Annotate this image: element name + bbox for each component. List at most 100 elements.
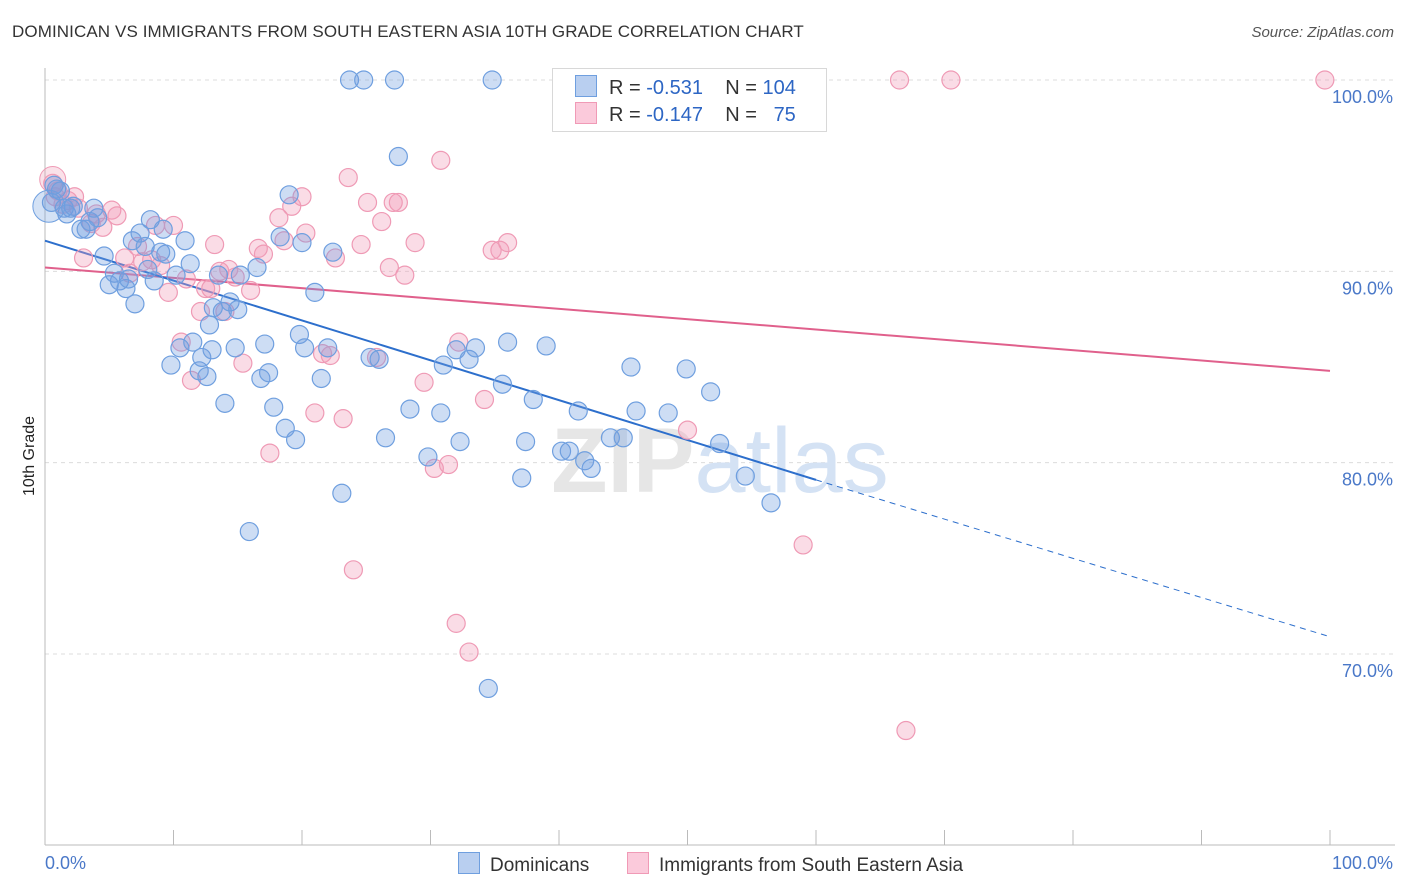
data-point-dominicans — [465, 338, 486, 358]
data-point-immigrants — [196, 278, 216, 299]
data-point-dominicans — [418, 447, 438, 467]
data-point-dominicans — [151, 242, 171, 262]
data-point-immigrants — [793, 535, 813, 555]
data-point-immigrants — [305, 403, 325, 423]
stats-legend-row-immigrants: R = -0.147 N = 75 — [575, 102, 796, 126]
data-point-dominicans — [279, 185, 299, 205]
data-point-immigrants — [282, 196, 302, 216]
data-point-immigrants — [338, 167, 358, 188]
data-point-immigrants — [107, 206, 127, 226]
y-axis-label: 10th Grade — [21, 416, 38, 496]
watermark-atlas: atlas — [694, 410, 888, 512]
chart-title: DOMINICAN VS IMMIGRANTS FROM SOUTH EASTE… — [12, 22, 804, 41]
trend-line-immigrants — [44, 266, 1331, 372]
data-point-immigrants — [395, 265, 415, 285]
legend-n-label: N = — [725, 77, 757, 99]
data-point-immigrants — [351, 234, 371, 255]
data-point-dominicans — [536, 336, 556, 356]
data-point-immigrants — [446, 613, 466, 633]
data-point-immigrants — [163, 215, 184, 236]
data-point-immigrants — [248, 238, 268, 258]
y-tick-label: 80.0% — [1342, 470, 1393, 490]
data-point-dominicans — [125, 294, 145, 314]
data-point-dominicans — [621, 357, 641, 377]
data-point-dominicans — [118, 269, 139, 289]
legend-n-value: 104 — [762, 77, 796, 99]
data-point-dominicans — [212, 301, 232, 322]
data-point-dominicans — [166, 265, 186, 285]
data-point-dominicans — [710, 433, 730, 454]
data-point-immigrants — [73, 248, 94, 268]
data-point-immigrants — [941, 70, 961, 90]
data-point-dominicans — [175, 231, 195, 251]
data-point-immigrants — [482, 240, 502, 260]
data-point-dominicans — [323, 242, 343, 262]
data-point-dominicans — [575, 451, 595, 471]
data-point-immigrants — [383, 192, 403, 213]
data-point-dominicans — [311, 368, 331, 389]
data-point-dominicans — [354, 70, 374, 90]
data-point-immigrants — [158, 282, 178, 302]
data-point-dominicans — [369, 349, 389, 369]
y-tick-label: 100.0% — [1332, 87, 1393, 107]
data-point-immigrants — [190, 301, 211, 322]
data-point-dominicans — [153, 219, 173, 239]
data-point-immigrants — [39, 165, 67, 193]
trend-line-dominicans-extension — [815, 479, 1331, 638]
data-point-dominicans — [140, 210, 160, 230]
data-point-immigrants — [490, 240, 510, 260]
data-point-immigrants — [357, 192, 378, 213]
data-point-dominicans — [285, 430, 306, 450]
data-point-immigrants — [241, 280, 261, 301]
data-point-dominicans — [199, 315, 220, 335]
data-point-dominicans — [613, 428, 633, 448]
data-point-immigrants — [405, 233, 425, 253]
x-tick-label: 100.0% — [1332, 853, 1393, 873]
data-point-dominicans — [676, 359, 696, 379]
data-point-dominicans — [251, 368, 271, 389]
data-point-dominicans — [581, 458, 601, 479]
data-point-dominicans — [264, 397, 284, 417]
data-point-dominicans — [735, 466, 755, 486]
data-point-immigrants — [320, 345, 340, 366]
data-point-immigrants — [312, 344, 333, 364]
data-point-immigrants — [372, 211, 392, 232]
data-point-immigrants — [219, 259, 239, 280]
data-point-immigrants — [388, 192, 408, 213]
data-point-immigrants — [1315, 70, 1335, 90]
data-point-dominicans — [225, 338, 245, 358]
legend-swatch-pink — [575, 102, 597, 124]
data-point-immigrants — [474, 389, 495, 410]
data-point-dominicans — [197, 366, 217, 387]
watermark: ZIPatlas — [551, 410, 888, 512]
data-point-dominicans — [492, 374, 513, 394]
data-point-dominicans — [375, 428, 396, 448]
data-point-immigrants — [449, 332, 469, 352]
data-point-dominicans — [84, 198, 104, 218]
data-point-immigrants — [205, 234, 225, 255]
data-point-dominicans — [220, 292, 240, 312]
data-point-dominicans — [761, 493, 781, 513]
legend-swatch-blue — [458, 852, 480, 874]
legend-r-label: R = — [609, 77, 641, 99]
legend-n-label: N = — [725, 104, 757, 126]
data-point-immigrants — [896, 720, 916, 741]
data-point-dominicans — [161, 355, 181, 375]
data-point-immigrants — [115, 248, 135, 268]
data-point-immigrants — [677, 420, 698, 440]
y-tick-label: 70.0% — [1342, 661, 1393, 681]
data-point-dominicans — [138, 259, 158, 280]
data-point-dominicans — [482, 70, 502, 90]
data-point-dominicans — [400, 399, 420, 419]
data-point-dominicans — [551, 441, 572, 461]
data-point-dominicans — [626, 401, 646, 421]
data-point-immigrants — [438, 454, 459, 475]
data-point-dominicans — [215, 393, 235, 413]
legend-item-immigrants: Immigrants from South Eastern Asia — [627, 852, 963, 877]
data-point-immigrants — [120, 263, 140, 283]
data-point-dominicans — [180, 254, 200, 274]
data-point-dominicans — [239, 521, 259, 542]
data-point-immigrants — [269, 208, 289, 228]
stats-legend: R = -0.531 N = 104 R = -0.147 N = 75 — [552, 68, 827, 132]
